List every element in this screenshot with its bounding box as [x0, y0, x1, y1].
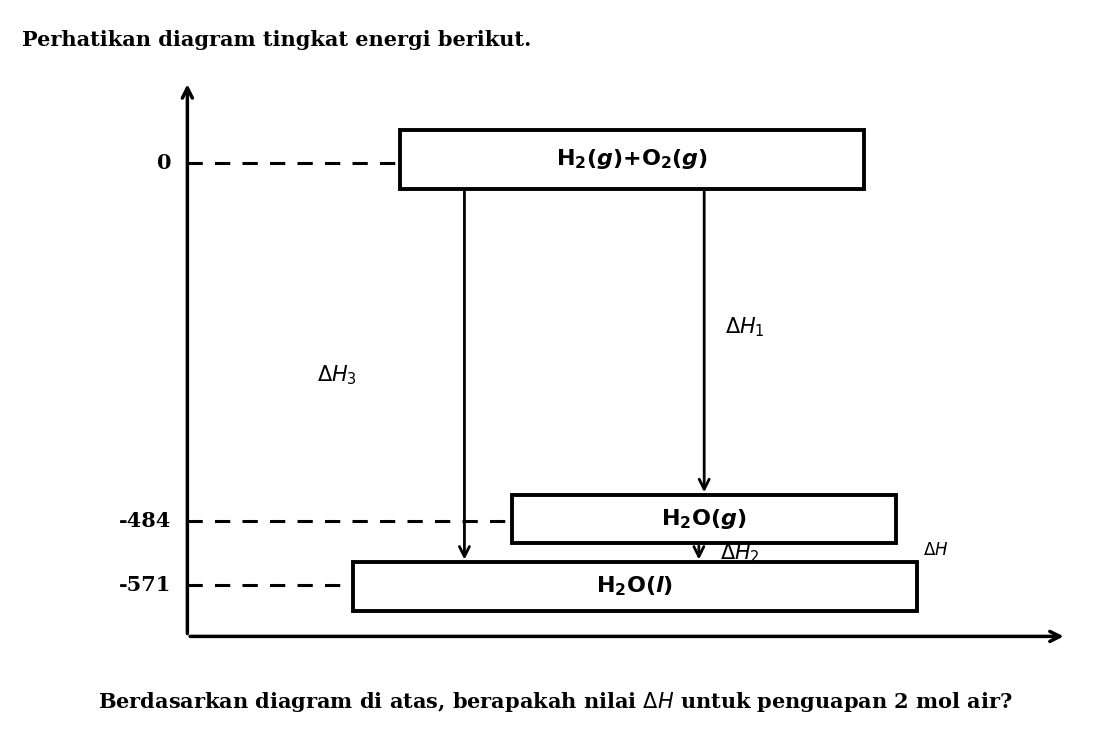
Text: $\Delta H_1$: $\Delta H_1$ [726, 315, 766, 339]
Text: $\Delta H$: $\Delta H$ [922, 541, 948, 559]
FancyBboxPatch shape [401, 130, 864, 189]
Text: $\mathbf{H_2O}$$\boldsymbol{(l)}$: $\mathbf{H_2O}$$\boldsymbol{(l)}$ [596, 575, 674, 598]
Text: $\Delta H_3$: $\Delta H_3$ [316, 364, 356, 387]
Text: 0: 0 [157, 152, 171, 173]
Text: -571: -571 [119, 575, 171, 596]
Text: Perhatikan diagram tingkat energi berikut.: Perhatikan diagram tingkat energi beriku… [22, 30, 532, 50]
Text: $\Delta H_2$: $\Delta H_2$ [720, 541, 760, 565]
Text: $\mathbf{H_2O}$$\boldsymbol{(g)}$: $\mathbf{H_2O}$$\boldsymbol{(g)}$ [662, 507, 747, 531]
Text: $\mathbf{H_2}$$\boldsymbol{(g)}$$\mathbf{ + O_2}$$\boldsymbol{(g)}$: $\mathbf{H_2}$$\boldsymbol{(g)}$$\mathbf… [556, 147, 708, 171]
FancyBboxPatch shape [353, 562, 917, 610]
Text: -484: -484 [119, 511, 171, 531]
Text: Berdasarkan diagram di atas, berapakah nilai $\Delta H$ untuk penguapan 2 mol ai: Berdasarkan diagram di atas, berapakah n… [98, 690, 1012, 714]
FancyBboxPatch shape [513, 495, 896, 543]
